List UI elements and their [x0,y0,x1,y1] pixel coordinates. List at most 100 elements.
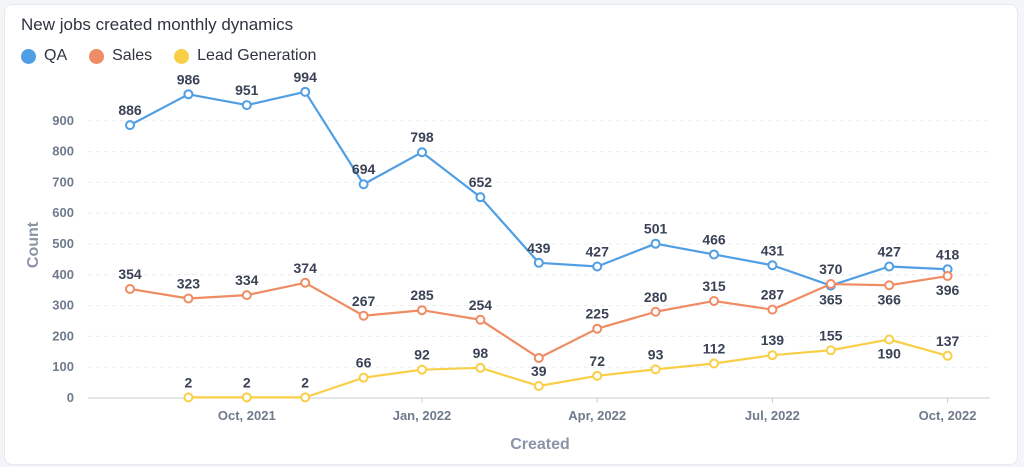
legend-item-qa[interactable]: QA [21,47,67,65]
point-qa-13 [884,261,895,272]
point-sales-3 [300,277,311,288]
data-label-sales-2: 334 [235,272,259,288]
legend-dot-qa [21,48,36,64]
data-label-sales-1: 323 [177,276,201,292]
data-label-sales-13: 366 [878,291,902,307]
point-qa-11 [767,260,778,271]
data-label-lead-generation-14: 137 [936,333,960,349]
y-tick-label-200: 200 [52,328,74,343]
point-lead-generation-13 [884,334,895,345]
data-label-qa-3: 994 [294,69,318,85]
point-lead-generation-6 [475,362,486,373]
point-lead-generation-1 [183,392,194,403]
data-label-qa-2: 951 [235,82,259,98]
point-sales-0 [125,283,135,294]
point-sales-11 [767,304,778,315]
data-label-sales-9: 280 [644,289,668,305]
x-tick-label-11: Jul, 2022 [745,408,800,423]
series-line-sales [129,274,948,360]
point-sales-12 [825,279,836,290]
x-tick-label-2: Oct, 2021 [218,408,276,423]
x-axis-title: Created [510,436,570,453]
chart-title: New jobs created monthly dynamics [21,15,294,34]
point-sales-7 [533,352,544,363]
point-sales-8 [592,323,603,334]
x-tick-label-8: Apr, 2022 [568,408,626,423]
point-lead-generation-3 [300,392,311,403]
y-tick-label-900: 900 [52,113,74,128]
data-label-sales-6: 254 [469,297,493,313]
point-qa-2 [241,100,252,111]
data-label-qa-11: 431 [761,242,785,258]
point-qa-4 [358,179,369,190]
point-qa-9 [650,238,661,249]
data-label-qa-10: 466 [702,231,726,247]
point-sales-9 [650,306,661,317]
y-tick-label-800: 800 [52,144,74,159]
data-label-lead-generation-1: 2 [185,374,193,390]
point-lead-generation-14 [942,350,953,361]
point-sales-14 [942,271,953,282]
point-qa-5 [417,147,427,158]
y-tick-label-100: 100 [52,359,74,374]
legend: QA Sales Lead Generation [21,47,316,65]
y-tick-label-300: 300 [52,298,74,313]
legend-item-sales[interactable]: Sales [89,47,152,65]
point-sales-5 [417,305,427,316]
legend-label-qa: QA [44,47,68,64]
point-lead-generation-5 [417,364,427,375]
chart-card: New jobs created monthly dynamics QA Sal… [4,4,1018,465]
legend-item-lead-generation[interactable]: Lead Generation [174,47,316,65]
data-label-lead-generation-8: 72 [589,353,605,369]
point-sales-13 [884,280,895,291]
point-lead-generation-9 [650,364,661,375]
data-label-sales-10: 315 [702,278,726,294]
point-lead-generation-11 [767,350,778,361]
data-label-qa-1: 986 [177,71,201,87]
data-label-qa-0: 886 [118,102,142,118]
point-lead-generation-10 [709,358,719,369]
data-label-sales-3: 374 [294,260,318,276]
point-qa-0 [125,120,135,131]
data-label-lead-generation-4: 66 [356,355,372,371]
y-tick-label-500: 500 [52,236,74,251]
point-sales-1 [183,293,194,304]
point-lead-generation-7 [533,380,544,391]
data-label-qa-8: 427 [586,243,610,259]
data-label-qa-5: 798 [410,129,434,145]
point-qa-8 [592,261,603,272]
point-sales-2 [241,290,252,301]
point-qa-7 [533,257,544,268]
point-qa-6 [475,192,486,203]
legend-label-sales: Sales [112,47,153,64]
data-label-sales-0: 354 [118,266,142,282]
y-axis-title: Count [25,221,42,268]
data-label-qa-9: 501 [644,221,668,237]
point-sales-6 [475,314,486,325]
data-label-qa-4: 694 [352,161,376,177]
data-label-sales-11: 287 [761,287,785,303]
data-label-lead-generation-13: 190 [878,345,902,361]
data-label-qa-12: 365 [819,292,843,308]
data-label-lead-generation-12: 155 [819,327,843,343]
point-qa-10 [709,249,719,260]
x-tick-label-14: Oct, 2022 [919,408,977,423]
y-tick-label-0: 0 [67,390,74,405]
series-line-lead-generation [188,338,948,399]
data-label-sales-5: 285 [410,287,434,303]
data-label-lead-generation-6: 98 [473,345,489,361]
data-label-qa-7: 439 [527,240,551,256]
data-label-lead-generation-5: 92 [414,347,430,363]
y-tick-label-400: 400 [52,267,74,282]
data-label-sales-12: 370 [819,261,843,277]
data-label-qa-14: 418 [936,246,960,262]
point-qa-3 [300,86,311,97]
x-tick-label-5: Jan, 2022 [393,408,452,423]
data-label-lead-generation-10: 112 [703,341,726,357]
data-label-qa-13: 427 [878,243,902,259]
point-lead-generation-4 [358,372,369,383]
point-lead-generation-12 [825,345,836,356]
point-sales-10 [709,295,719,306]
data-label-qa-6: 652 [469,174,493,190]
